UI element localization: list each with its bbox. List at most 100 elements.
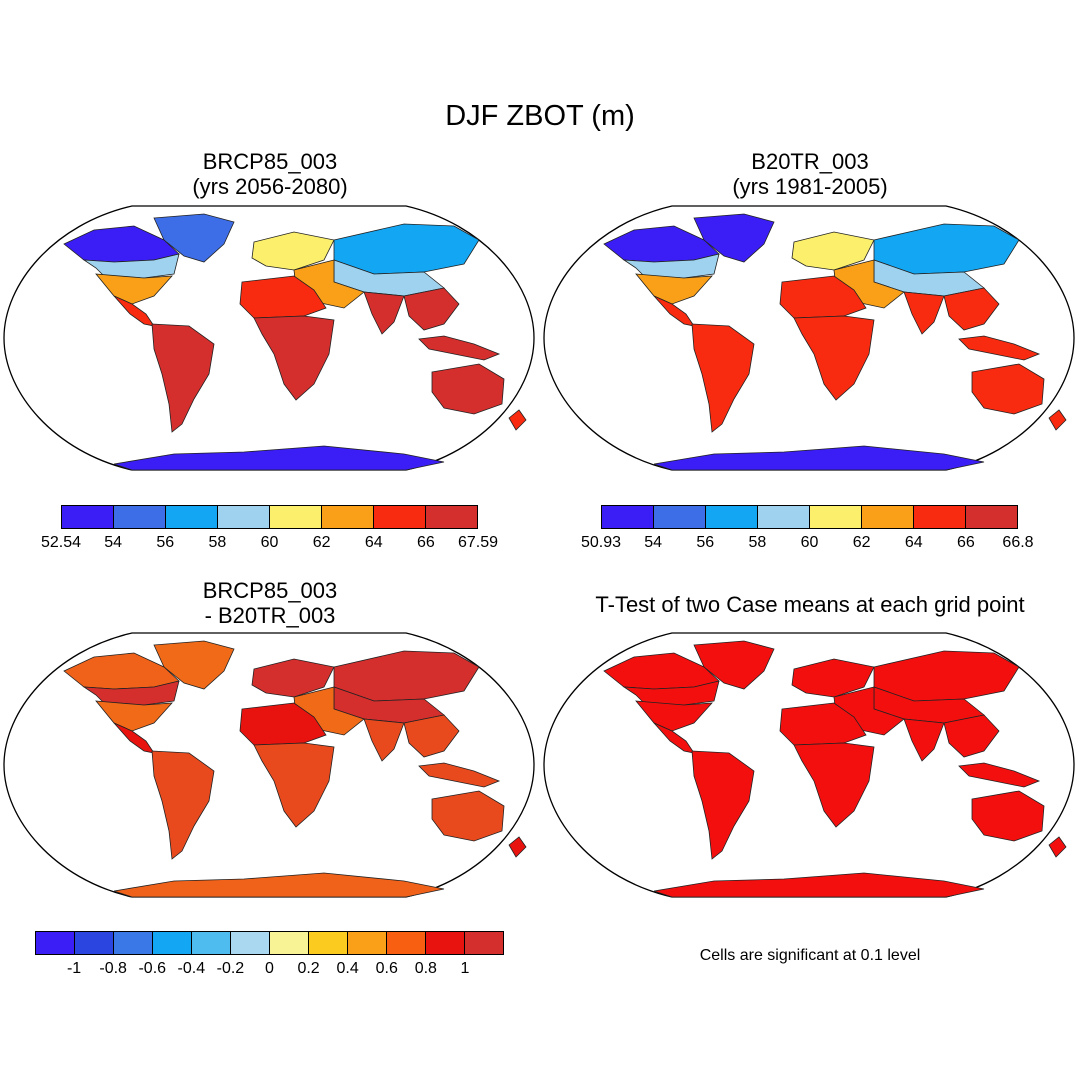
colorbar-label: 56 <box>156 534 175 551</box>
panel-title-case1: BRCP85_003 (yrs 2056-2080) <box>0 149 540 199</box>
colorbar-swatch <box>374 506 426 528</box>
colorbar-label: 60 <box>260 534 279 551</box>
colorbar-label: 64 <box>364 534 383 551</box>
colorbar-label: 58 <box>208 534 227 551</box>
panel-difference-title-line2: - B20TR_003 <box>204 603 336 628</box>
land-south-america <box>691 323 755 433</box>
map-case2 <box>543 205 1075 471</box>
colorbar-label: 0.2 <box>297 960 320 977</box>
panel-case1-title-line2: (yrs 2056-2080) <box>192 174 348 199</box>
colorbar-label: 50.93 <box>580 534 622 551</box>
land-europe <box>791 231 875 271</box>
land-north-america-mid <box>82 680 180 706</box>
panel-case2-title-line1: B20TR_003 <box>751 149 869 174</box>
colorbar-swatch <box>602 506 654 528</box>
colorbar-label: -0.2 <box>216 960 245 977</box>
colorbar-label: -0.4 <box>177 960 206 977</box>
land-south-america <box>691 750 755 860</box>
map-case1 <box>3 205 535 471</box>
land-india <box>363 291 405 335</box>
land-north-africa <box>239 275 327 319</box>
colorbar-label: 0.8 <box>414 960 437 977</box>
colorbar-swatch <box>426 932 465 954</box>
colorbar-swatch <box>36 932 75 954</box>
land-new-zealand <box>1048 836 1067 858</box>
land-maritime-continent <box>958 335 1041 361</box>
colorbar-swatch <box>153 932 192 954</box>
significance-note: Cells are significant at 0.1 level <box>699 947 921 964</box>
colorbar-swatch <box>270 506 322 528</box>
colorbar-label: 1 <box>460 960 470 977</box>
panel-case2-title-line2: (yrs 1981-2005) <box>732 174 888 199</box>
colorbar-swatch <box>654 506 706 528</box>
land-new-zealand <box>508 409 527 431</box>
land-australia <box>971 363 1045 415</box>
colorbar-swatch <box>218 506 270 528</box>
colorbar-label: 66 <box>956 534 975 551</box>
figure-title: DJF ZBOT (m) <box>445 100 635 132</box>
land-australia <box>431 363 505 415</box>
colorbar-label: 54 <box>644 534 663 551</box>
land-maritime-continent <box>958 762 1041 788</box>
panel-case1-title-line1: BRCP85_003 <box>202 149 338 174</box>
land-australia <box>971 790 1045 842</box>
colorbar-label: -1 <box>66 960 82 977</box>
colorbar-swatch <box>75 932 114 954</box>
land-north-africa <box>779 275 867 319</box>
colorbar-swatch <box>348 932 387 954</box>
colorbar-swatch <box>862 506 914 528</box>
colorbar-label: 56 <box>696 534 715 551</box>
colorbar-label: 52.54 <box>40 534 82 551</box>
land-africa-south <box>253 315 335 401</box>
land-australia <box>431 790 505 842</box>
colorbar-swatch <box>166 506 218 528</box>
colorbar-swatch <box>966 506 1017 528</box>
colorbar-swatch <box>62 506 114 528</box>
land-southeast-asia <box>943 287 1000 331</box>
colorbar-label: 0 <box>265 960 274 977</box>
land-maritime-continent <box>418 335 501 361</box>
land-africa-south <box>793 315 875 401</box>
colorbar-case2 <box>601 505 1018 529</box>
colorbar-label: 0.4 <box>336 960 359 977</box>
colorbar-difference <box>35 931 504 955</box>
colorbar-swatch <box>810 506 862 528</box>
panel-title-ttest: T-Test of two Case means at each grid po… <box>595 592 1025 617</box>
colorbar-label: 67.59 <box>457 534 499 551</box>
panel-title-difference: BRCP85_003 - B20TR_003 <box>0 578 540 628</box>
colorbar-label: 0.6 <box>375 960 398 977</box>
colorbar-label: 66.8 <box>1002 534 1034 551</box>
land-north-america-mid <box>622 253 720 279</box>
land-antarctica <box>113 872 445 898</box>
colorbar-swatch <box>270 932 309 954</box>
land-india <box>903 291 945 335</box>
land-new-zealand <box>508 836 527 858</box>
colorbar-swatch <box>706 506 758 528</box>
colorbar-swatch <box>192 932 231 954</box>
colorbar-label: -0.8 <box>99 960 127 977</box>
map-difference <box>3 632 535 898</box>
colorbar-swatch <box>758 506 810 528</box>
colorbar-swatch <box>387 932 426 954</box>
land-north-africa <box>239 702 327 746</box>
colorbar-label: 62 <box>312 534 331 551</box>
land-antarctica <box>653 872 985 898</box>
colorbar-swatch <box>231 932 270 954</box>
land-north-america-mid <box>82 253 180 279</box>
colorbar-label: 60 <box>800 534 819 551</box>
land-maritime-continent <box>418 762 501 788</box>
panel-difference-title-line1: BRCP85_003 <box>202 578 338 603</box>
land-india <box>903 718 945 762</box>
colorbar-label: 62 <box>852 534 871 551</box>
land-southeast-asia <box>403 714 460 758</box>
colorbar-swatch <box>322 506 374 528</box>
land-india <box>363 718 405 762</box>
colorbar-label: 64 <box>904 534 923 551</box>
colorbar-swatch <box>114 506 166 528</box>
land-europe <box>251 231 335 271</box>
land-south-america <box>151 323 215 433</box>
land-south-america <box>151 750 215 860</box>
land-africa-south <box>793 742 875 828</box>
colorbar-swatch <box>426 506 477 528</box>
land-antarctica <box>653 445 985 471</box>
